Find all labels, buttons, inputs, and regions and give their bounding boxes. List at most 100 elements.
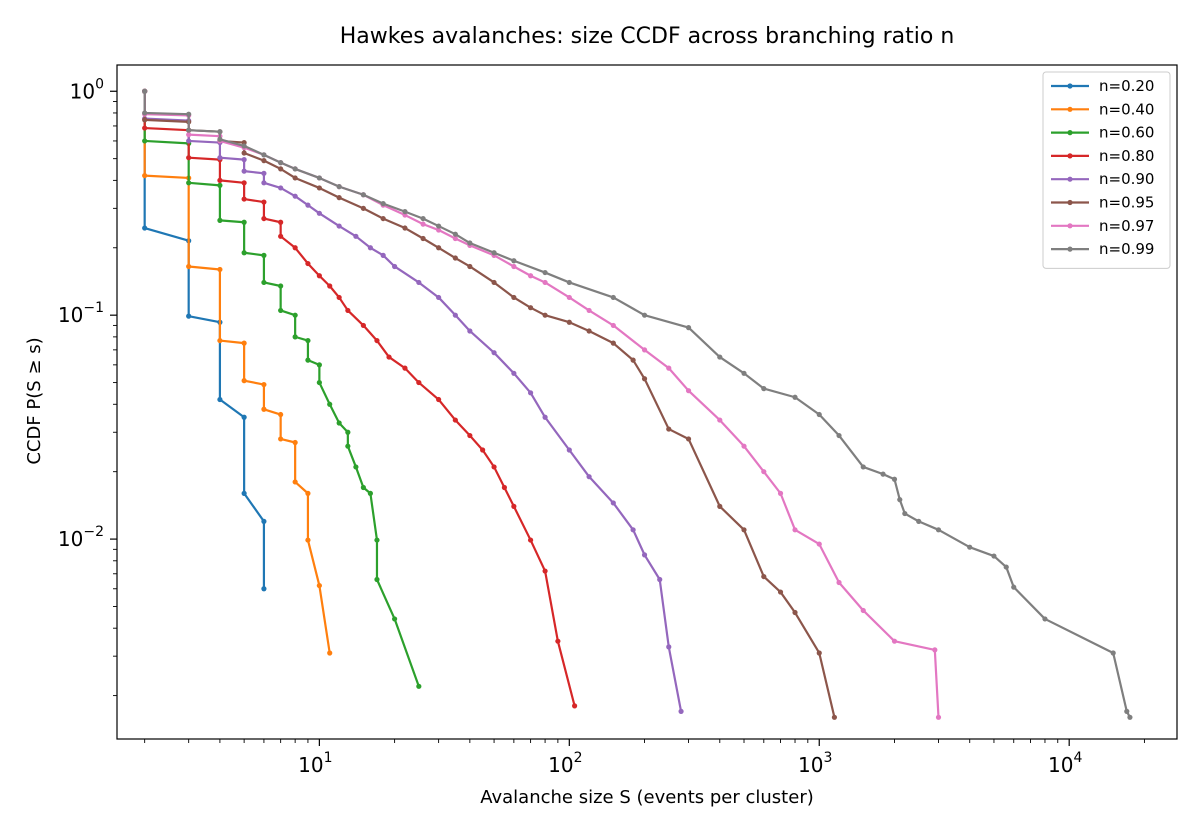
- data-point: [261, 279, 267, 286]
- data-point: [380, 215, 386, 222]
- legend-swatch-marker: [1067, 199, 1073, 206]
- data-point: [278, 219, 284, 225]
- legend-swatch-marker: [1067, 223, 1073, 229]
- data-point: [491, 350, 497, 356]
- x-tick-label: 104: [1048, 750, 1082, 777]
- data-point: [452, 231, 458, 237]
- series-n=0.80: [142, 88, 578, 709]
- data-point: [501, 484, 508, 491]
- legend-label: n=0.99: [1099, 240, 1154, 258]
- data-point: [142, 173, 148, 179]
- x-tick-label: 101: [298, 750, 332, 777]
- legend-swatch-marker: [1067, 130, 1073, 136]
- data-point: [860, 464, 866, 470]
- data-point: [491, 250, 497, 256]
- data-point: [641, 376, 648, 382]
- data-point: [142, 110, 148, 116]
- series-line: [143, 91, 266, 589]
- data-point: [360, 192, 366, 198]
- data-point: [527, 390, 534, 396]
- data-point: [241, 414, 247, 420]
- data-point: [420, 215, 426, 222]
- data-point: [891, 476, 898, 482]
- data-point: [142, 117, 148, 123]
- data-point: [761, 573, 767, 580]
- data-point: [261, 518, 267, 524]
- data-point: [566, 279, 572, 286]
- data-point: [511, 370, 517, 376]
- data-point: [278, 283, 284, 289]
- data-point: [305, 202, 311, 208]
- data-point: [542, 414, 548, 420]
- legend-entry: n=0.99: [1051, 240, 1154, 258]
- data-point: [261, 215, 267, 222]
- data-point: [261, 586, 267, 592]
- data-point: [566, 294, 572, 301]
- y-axis-label: CCDF P(S ≥ s): [24, 337, 45, 464]
- data-point: [380, 252, 386, 258]
- data-point: [142, 125, 148, 131]
- data-point: [392, 616, 398, 622]
- data-point: [741, 527, 747, 533]
- data-point: [217, 396, 223, 403]
- legend-entry: n=0.40: [1051, 100, 1154, 118]
- data-point: [527, 273, 534, 279]
- legend-label: n=0.97: [1099, 217, 1154, 235]
- data-point: [292, 166, 298, 172]
- data-point: [816, 650, 822, 656]
- data-point: [142, 88, 148, 94]
- data-point: [491, 279, 497, 286]
- legend-swatch-marker: [1067, 106, 1073, 112]
- data-point: [336, 420, 342, 426]
- data-point: [261, 406, 267, 412]
- data-point: [527, 305, 534, 311]
- x-minor-ticks: [144, 739, 1145, 743]
- data-point: [452, 255, 458, 261]
- data-point: [761, 386, 767, 392]
- data-point: [360, 322, 366, 329]
- data-point: [241, 196, 247, 202]
- data-point: [657, 576, 663, 583]
- data-point: [1124, 708, 1130, 715]
- data-point: [261, 381, 267, 388]
- legend-label: n=0.40: [1099, 100, 1154, 118]
- data-point: [935, 527, 942, 533]
- data-point: [792, 527, 798, 533]
- data-point: [436, 396, 442, 403]
- data-point: [402, 225, 408, 231]
- data-point: [630, 527, 636, 533]
- data-point: [860, 607, 866, 614]
- data-point: [278, 307, 284, 314]
- data-point: [336, 223, 342, 229]
- data-point: [142, 225, 148, 231]
- data-point: [327, 401, 333, 407]
- data-point: [685, 436, 692, 442]
- data-point: [305, 337, 311, 344]
- legend-entry: n=0.90: [1051, 170, 1154, 188]
- x-tick-label: 103: [798, 750, 832, 777]
- data-point: [336, 195, 342, 201]
- data-point: [380, 201, 386, 207]
- data-point: [186, 138, 192, 144]
- data-point: [217, 217, 223, 223]
- data-point: [1110, 650, 1116, 656]
- data-point: [761, 469, 767, 475]
- data-point: [685, 325, 692, 331]
- data-point: [278, 436, 284, 442]
- data-point: [610, 322, 616, 329]
- data-point: [367, 490, 373, 496]
- data-point: [491, 464, 497, 470]
- data-point: [641, 347, 648, 353]
- data-point: [386, 354, 392, 360]
- data-point: [880, 471, 886, 477]
- y-major-ticks: 10−2 10−1 100: [58, 76, 117, 551]
- data-point: [374, 576, 380, 583]
- data-point: [1003, 564, 1009, 570]
- data-point: [186, 180, 192, 186]
- data-point: [261, 170, 267, 176]
- data-point: [292, 193, 298, 199]
- data-point: [278, 185, 284, 191]
- data-point: [186, 132, 192, 138]
